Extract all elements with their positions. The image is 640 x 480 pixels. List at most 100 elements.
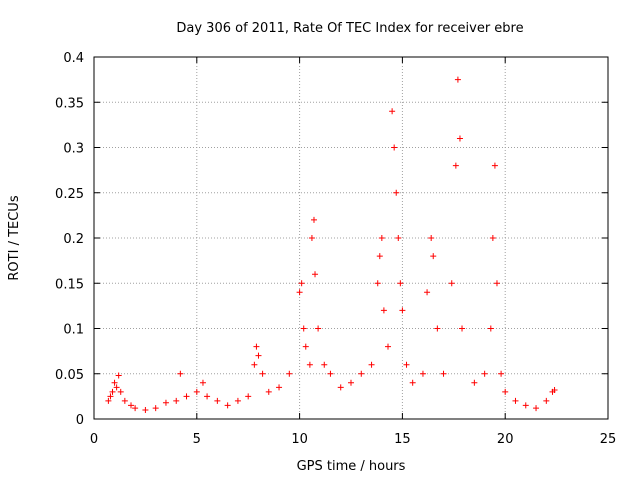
data-point [424, 289, 431, 296]
data-point [434, 325, 441, 332]
y-tick-label: 0.4 [63, 51, 84, 66]
data-point [397, 280, 404, 287]
y-tick-label: 0.3 [63, 142, 84, 157]
data-point [204, 393, 211, 400]
data-point [173, 397, 180, 404]
data-point [234, 397, 241, 404]
data-point [199, 379, 206, 386]
x-tick-label: 15 [394, 432, 411, 447]
data-point [306, 361, 313, 368]
data-point [393, 189, 400, 196]
chart-title: Day 306 of 2011, Rate Of TEC Index for r… [176, 21, 523, 36]
data-point [489, 235, 496, 241]
data-point [259, 370, 266, 377]
data-point [374, 280, 381, 287]
data-point [224, 402, 231, 409]
y-axis-label: ROTI / TECUs [7, 195, 22, 280]
data-point [498, 370, 505, 377]
data-point [265, 388, 272, 395]
data-point [113, 384, 120, 391]
data-point [428, 235, 435, 241]
data-point [315, 325, 322, 332]
data-point [107, 393, 114, 400]
data-point [440, 370, 447, 377]
y-tick-label: 0.2 [63, 232, 84, 247]
y-tick-label: 0 [76, 413, 84, 428]
data-point [321, 361, 328, 368]
data-point [298, 280, 305, 287]
data-point [409, 379, 416, 386]
data-point [385, 343, 392, 350]
data-point [245, 393, 252, 400]
data-point [391, 144, 398, 151]
data-point [403, 361, 410, 368]
data-point [193, 388, 200, 395]
data-point [251, 361, 258, 368]
data-point [358, 370, 365, 377]
data-point [162, 399, 169, 406]
data-point [493, 280, 500, 287]
data-point [276, 384, 283, 391]
data-point [142, 406, 149, 413]
data-point [487, 325, 494, 332]
data-point [117, 388, 124, 395]
x-axis-label: GPS time / hours [297, 459, 406, 474]
data-point [471, 379, 478, 386]
data-point [376, 253, 383, 260]
data-point [456, 135, 463, 142]
plot-frame [93, 56, 609, 420]
data-point [253, 343, 260, 350]
y-tick-label: 0.1 [63, 323, 84, 338]
x-tick-label: 0 [90, 432, 98, 447]
data-point [132, 405, 139, 412]
data-point [109, 388, 116, 395]
data-point [448, 280, 455, 287]
data-point [214, 397, 221, 404]
data-point [111, 379, 118, 386]
data-point [395, 235, 402, 241]
data-point [312, 271, 319, 278]
data-point [302, 343, 309, 350]
data-point [310, 216, 317, 223]
data-point [348, 379, 354, 386]
data-point [380, 307, 387, 314]
data-point [152, 405, 159, 412]
data-point [255, 352, 262, 359]
data-point [337, 384, 344, 391]
y-tick-label: 0.05 [55, 368, 84, 383]
data-point [296, 289, 303, 296]
data-point [300, 325, 307, 332]
x-tick-label: 5 [193, 432, 201, 447]
data-point [454, 76, 461, 83]
data-point [533, 405, 540, 412]
data-point [128, 402, 135, 409]
data-point [115, 372, 122, 379]
data-point [368, 361, 375, 368]
y-tick-label: 0.25 [55, 187, 84, 202]
x-tick-label: 10 [291, 432, 308, 447]
data-point [491, 162, 498, 169]
data-point [459, 325, 466, 332]
data-point [551, 387, 558, 394]
axis-ticks: 0 5 10 15 20 25 0 0.05 0.1 0.15 0.2 0.25 0.3 0.35 0.4 [55, 51, 616, 447]
data-point [121, 397, 128, 404]
grid [94, 57, 608, 419]
data-point [522, 402, 529, 409]
data-point [105, 397, 112, 404]
data-point [481, 370, 488, 377]
data-point [419, 370, 426, 377]
data-point [430, 253, 437, 260]
data-point [286, 370, 293, 377]
x-tick-label: 20 [497, 432, 514, 447]
data-point [177, 370, 184, 377]
x-tick-label: 25 [600, 432, 617, 447]
data-point [399, 307, 406, 314]
data-point [378, 235, 385, 241]
y-tick-label: 0.35 [55, 96, 84, 111]
data-point [308, 235, 315, 241]
data-point [327, 370, 334, 377]
y-tick-label: 0.15 [55, 277, 84, 292]
data-point [452, 162, 459, 169]
data-point [389, 108, 396, 115]
